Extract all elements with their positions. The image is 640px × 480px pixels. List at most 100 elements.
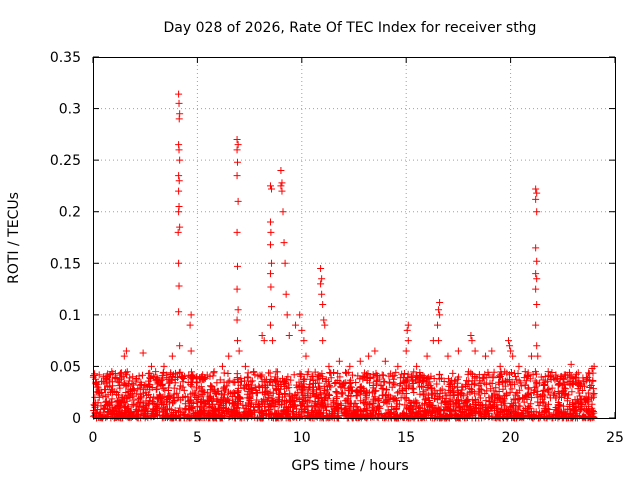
data-point: [175, 177, 183, 185]
baseline-point: [372, 378, 380, 386]
baseline-point: [379, 385, 387, 393]
baseline-point: [392, 368, 400, 376]
data-point: [250, 368, 258, 376]
data-point: [241, 362, 249, 370]
data-point: [533, 208, 541, 216]
baseline-point: [471, 389, 479, 397]
baseline-point: [452, 399, 460, 407]
baseline-point: [325, 382, 333, 390]
baseline-point: [354, 406, 362, 414]
baseline-point: [257, 373, 265, 381]
baseline-point: [181, 406, 189, 414]
baseline-point: [534, 414, 542, 422]
grid: [93, 57, 615, 418]
baseline-point: [377, 410, 385, 418]
baseline-point: [296, 396, 304, 404]
data-point: [444, 352, 452, 360]
baseline-point: [107, 386, 115, 394]
baseline-point: [556, 380, 564, 388]
baseline-point: [378, 384, 386, 392]
baseline-point: [126, 386, 134, 394]
data-point: [175, 146, 183, 154]
baseline-point: [568, 388, 576, 396]
baseline-point: [423, 409, 431, 417]
baseline-point: [589, 377, 597, 385]
baseline-point: [452, 406, 460, 414]
data-point: [175, 115, 183, 123]
baseline-point: [303, 370, 311, 378]
data-point: [268, 185, 276, 193]
baseline-point: [463, 390, 471, 398]
data-point: [267, 228, 275, 236]
baseline-point: [573, 411, 581, 419]
baseline-point: [260, 376, 268, 384]
baseline-point: [240, 377, 248, 385]
baseline-point: [392, 404, 400, 412]
baseline-point: [125, 377, 133, 385]
data-point: [402, 347, 410, 355]
baseline-point: [454, 379, 462, 387]
data-point: [266, 241, 274, 249]
baseline-point: [425, 398, 433, 406]
baseline-point: [216, 414, 224, 422]
baseline-point: [160, 368, 168, 376]
baseline-cloud: [89, 368, 598, 422]
baseline-point: [541, 381, 549, 389]
data-point: [91, 404, 99, 412]
baseline-point: [126, 374, 134, 382]
baseline-point: [192, 389, 200, 397]
baseline-point: [306, 397, 314, 405]
data-point: [160, 362, 168, 370]
baseline-point: [123, 382, 131, 390]
data-point: [320, 316, 328, 324]
baseline-point: [299, 383, 307, 391]
baseline-point: [146, 394, 154, 402]
baseline-point: [104, 370, 112, 378]
data-point: [423, 352, 431, 360]
baseline-point: [97, 408, 105, 416]
baseline-point: [248, 413, 256, 421]
baseline-point: [344, 398, 352, 406]
baseline-point: [413, 399, 421, 407]
baseline-point: [324, 378, 332, 386]
baseline-point: [528, 394, 536, 402]
baseline-point: [353, 387, 361, 395]
data-point: [413, 362, 421, 370]
baseline-point: [496, 408, 504, 416]
baseline-point: [450, 382, 458, 390]
data-point: [122, 347, 130, 355]
data-point: [505, 337, 513, 345]
baseline-point: [541, 372, 549, 380]
baseline-point: [384, 410, 392, 418]
baseline-point: [309, 411, 317, 419]
baseline-point: [128, 401, 136, 409]
baseline-point: [497, 370, 505, 378]
baseline-point: [220, 391, 228, 399]
baseline-point: [564, 405, 572, 413]
data-point: [365, 352, 373, 360]
baseline-point: [455, 402, 463, 410]
baseline-point: [191, 392, 199, 400]
baseline-point: [524, 384, 532, 392]
x-tick-label: 20: [502, 430, 520, 446]
baseline-point: [402, 395, 410, 403]
baseline-point: [247, 381, 255, 389]
baseline-point: [517, 382, 525, 390]
baseline-point: [480, 373, 488, 381]
baseline-point: [327, 402, 335, 410]
baseline-point: [362, 387, 370, 395]
baseline-point: [511, 373, 519, 381]
baseline-point: [225, 399, 233, 407]
baseline-point: [329, 397, 337, 405]
baseline-point: [498, 377, 506, 385]
baseline-point: [318, 370, 326, 378]
baseline-point: [430, 375, 438, 383]
baseline-point: [285, 384, 293, 392]
baseline-point: [101, 405, 109, 413]
data-point: [277, 182, 285, 190]
baseline-point: [216, 403, 224, 411]
baseline-point: [245, 394, 253, 402]
baseline-point: [555, 380, 563, 388]
baseline-point: [107, 414, 115, 422]
baseline-point: [189, 373, 197, 381]
